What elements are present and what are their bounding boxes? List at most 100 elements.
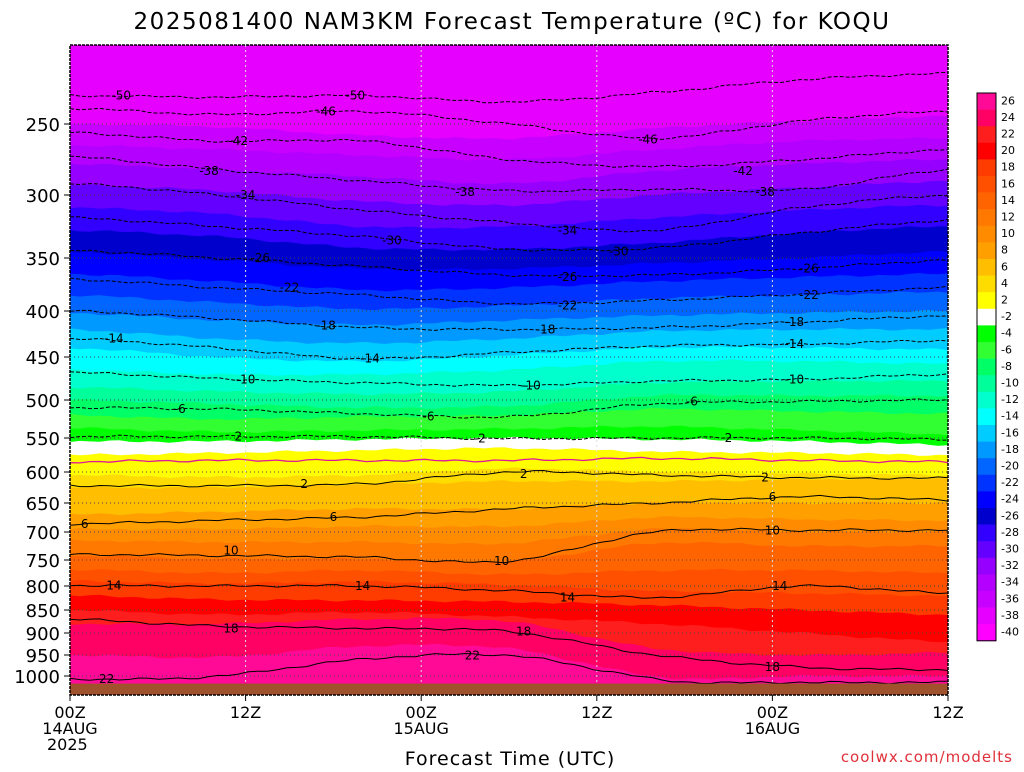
- colorbar-swatch: [977, 93, 996, 110]
- colorbar-label: -32: [1001, 559, 1019, 572]
- y-tick-label: 900: [26, 624, 60, 645]
- colorbar-label: -18: [1001, 443, 1019, 456]
- colorbar-label: 12: [1001, 210, 1015, 223]
- colorbar-swatch: [977, 259, 996, 276]
- colorbar-swatch: [977, 126, 996, 144]
- colorbar-label: -30: [1001, 542, 1019, 555]
- contour-label: -46: [316, 104, 336, 118]
- colorbar-swatch: [977, 176, 996, 193]
- x-tick-label: 00Z: [757, 703, 788, 722]
- colorbar-label: -26: [1001, 509, 1019, 522]
- colorbar-label: 10: [1001, 227, 1015, 240]
- contour-line: [70, 337, 948, 360]
- contour-line: [70, 131, 948, 168]
- contour-label: -10: [521, 378, 541, 392]
- contour-label: -18: [785, 315, 805, 329]
- x-tick-label: 00Z: [406, 703, 437, 722]
- y-tick-label: 500: [26, 391, 60, 412]
- contour-line: [70, 71, 948, 104]
- colorbar-label: 24: [1001, 111, 1015, 124]
- colorbar-swatch: [977, 242, 996, 260]
- colorbar-label: -2: [1001, 310, 1012, 323]
- colorbar-label: -8: [1001, 360, 1012, 373]
- colorbar-label: -34: [1001, 576, 1019, 589]
- contour-label: 10: [494, 554, 509, 568]
- colorbar-swatch: [977, 308, 996, 326]
- contour-label: 6: [81, 517, 89, 531]
- contour-label: -14: [785, 337, 805, 351]
- contour-line: [70, 216, 948, 252]
- colorbar-label: -40: [1001, 625, 1019, 638]
- colorbar-swatch: [977, 109, 996, 127]
- colorbar-label: 8: [1001, 244, 1008, 257]
- contour-line: [70, 618, 948, 672]
- contour-label: 18: [223, 621, 238, 635]
- colorbar-swatch: [977, 159, 996, 177]
- contour-line: [70, 652, 948, 685]
- contour-label: -30: [382, 233, 402, 247]
- contour-label: 22: [465, 648, 480, 662]
- y-tick-label: 850: [26, 601, 60, 622]
- contour-label: 18: [765, 660, 780, 674]
- y-tick-label: 800: [26, 577, 60, 598]
- colorbar-swatch: [977, 557, 996, 575]
- contour-label: -22: [799, 288, 819, 302]
- colorbar-label: -38: [1001, 609, 1019, 622]
- x-tick-label: 12Z: [581, 703, 612, 722]
- x-axis-label: Forecast Time (UTC): [405, 748, 615, 768]
- contour-label: -38: [455, 185, 475, 199]
- contour-label: 22: [99, 672, 114, 686]
- contour-label: -2: [474, 432, 486, 446]
- colorbar-label: 26: [1001, 94, 1015, 107]
- contour-label: -10: [785, 372, 805, 386]
- colorbar-label: -4: [1001, 327, 1012, 340]
- colorbar-label: -16: [1001, 426, 1019, 439]
- contour-label: 6: [330, 510, 338, 524]
- x-tick-label: 14AUG: [42, 719, 97, 738]
- contour-line: [70, 398, 948, 419]
- colorbar-swatch: [977, 391, 996, 409]
- y-tick-label: 250: [26, 115, 60, 136]
- contour-label: -50: [111, 89, 131, 103]
- y-tick-label: 600: [26, 463, 60, 484]
- contour-label: 2: [234, 429, 242, 443]
- y-tick-label: 750: [26, 551, 60, 572]
- contour-label: 2: [300, 477, 308, 491]
- contour-line: [70, 527, 948, 564]
- colorbar-label: -14: [1001, 410, 1019, 423]
- colorbar-swatch: [977, 508, 996, 525]
- colorbar-label: -28: [1001, 526, 1019, 539]
- y-tick-label: 950: [26, 646, 60, 667]
- colorbar-swatch: [977, 142, 996, 160]
- colorbar-label: -20: [1001, 459, 1019, 472]
- x-tick-label: 00Z: [54, 703, 85, 722]
- colorbar-label: 16: [1001, 177, 1015, 190]
- contour-label: -14: [104, 332, 124, 346]
- x-tick-label: 12Z: [932, 703, 963, 722]
- colorbar-swatch: [977, 425, 996, 442]
- contour-label: -30: [609, 245, 629, 259]
- contour-label: 14: [355, 579, 370, 593]
- ground-surface: [70, 683, 948, 695]
- x-tick-label: 2025: [47, 735, 88, 754]
- plot-area: -50 -50-46-46-42-42-38-38 -38-34-34-30-30-…: [69, 44, 949, 696]
- contour-label: 10: [223, 543, 238, 557]
- y-tick-label: 300: [26, 186, 60, 207]
- contour-label: -42: [733, 164, 753, 178]
- contour-line: [70, 107, 948, 140]
- contour-label: 14: [772, 579, 787, 593]
- contour-label: 18: [516, 625, 531, 639]
- contour-label: -38: [755, 185, 775, 199]
- colorbar-frame: [976, 92, 997, 642]
- temperature-band: [70, 45, 948, 140]
- contour-line: [70, 469, 948, 488]
- contour-label: -14: [360, 352, 380, 366]
- colorbar-label: 14: [1001, 194, 1015, 207]
- contour-line: [70, 456, 948, 464]
- contour-label: -6: [174, 402, 186, 416]
- colorbar-swatch: [977, 375, 996, 393]
- contour-label: -34: [558, 223, 578, 237]
- colorbar-swatch: [977, 474, 996, 492]
- colorbar-swatch: [977, 441, 996, 459]
